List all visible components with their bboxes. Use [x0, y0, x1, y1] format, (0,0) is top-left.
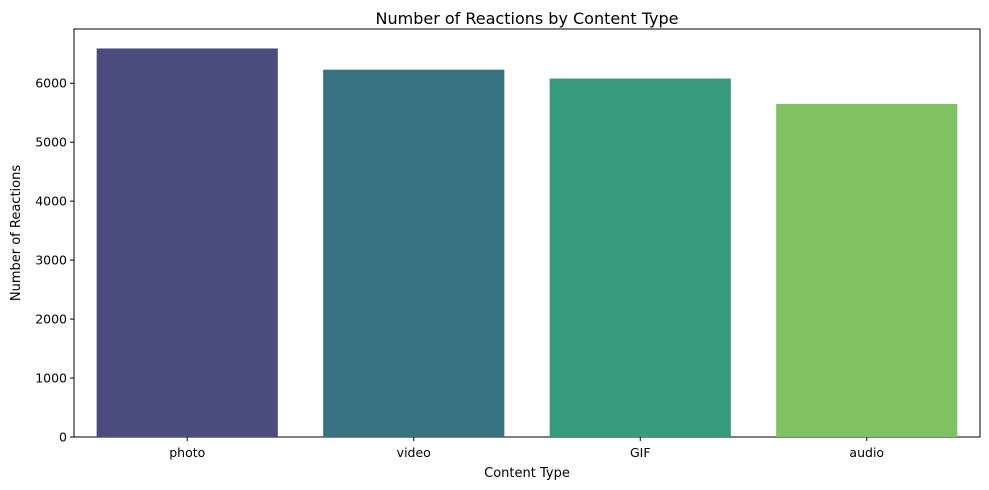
x-axis-ticks: photo video GIF audio: [169, 437, 884, 460]
y-tick-label: 3000: [35, 253, 67, 268]
y-tick-label: 2000: [35, 312, 67, 327]
chart-title: Number of Reactions by Content Type: [376, 9, 679, 28]
y-axis-label: Number of Reactions: [9, 165, 24, 301]
y-tick-label: 4000: [35, 194, 67, 209]
x-tick-label: video: [397, 445, 431, 460]
bar-photo: [96, 48, 278, 438]
x-axis-label: Content Type: [484, 466, 570, 481]
bar-video: [323, 69, 505, 438]
x-tick-label: GIF: [630, 445, 651, 460]
x-tick-label: audio: [849, 445, 884, 460]
bar-gif: [549, 78, 731, 437]
bars-group: [96, 48, 958, 438]
plot-area: photo video GIF audio 0 1000 2000 3000 4000 5000…: [35, 28, 981, 460]
y-tick-label: 1000: [35, 371, 67, 386]
y-tick-label: 5000: [35, 135, 67, 150]
y-axis-ticks: 0 1000 2000 3000 4000 5000 6000: [35, 76, 74, 445]
plot-frame: [73, 28, 981, 438]
x-tick-label: photo: [169, 445, 205, 460]
y-tick-label: 6000: [35, 76, 67, 91]
y-tick-label: 0: [59, 430, 67, 445]
bar-audio: [776, 103, 958, 437]
